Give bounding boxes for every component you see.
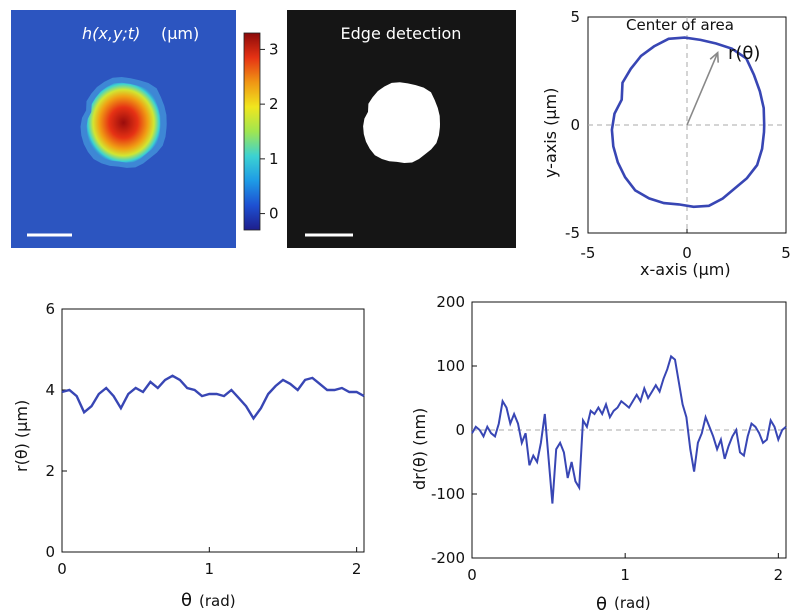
dr-theta-x-tick-label: 0 <box>467 566 477 584</box>
dr-theta-x-tick-label: 2 <box>774 566 784 584</box>
contour-y-axis-label: y-axis (µm) <box>541 88 560 178</box>
r-theta-line <box>61 374 365 421</box>
r-theta-x-tick-label: 1 <box>205 560 215 578</box>
edge-detection-mask <box>363 82 440 163</box>
dr-theta-y-tick-label: 200 <box>436 293 465 311</box>
dr-theta-x-symbol: θ <box>596 594 607 613</box>
contour-plot: -5 0 5 -5 0 5 Center of area r(θ) x-axis (µm)… <box>541 8 791 279</box>
dr-theta-y-tick-label: 0 <box>455 421 465 439</box>
r-theta-x-unit: (rad) <box>199 592 236 610</box>
contour-y-tick-label: 5 <box>570 8 580 26</box>
r-theta-y-tick-label: 0 <box>45 543 55 561</box>
colorbar: 0 1 2 3 <box>243 32 279 231</box>
dr-theta-x-unit: (rad) <box>614 594 651 612</box>
r-theta-y-tick-label: 6 <box>45 300 55 318</box>
r-theta-plot: 0 1 2 0 2 4 6 θ (rad) r(θ) (µm) <box>12 300 365 611</box>
height-map-title: h(x,y;t) <box>82 24 140 43</box>
edge-detection-panel: Edge detection <box>287 10 516 248</box>
r-theta-x-tick-label: 0 <box>57 560 67 578</box>
radius-arrow <box>686 52 719 126</box>
dr-theta-x-tick-label: 1 <box>620 566 630 584</box>
height-map-panel: h(x,y;t) (µm) <box>11 10 236 248</box>
r-theta-x-tick-label: 2 <box>352 560 362 578</box>
dr-theta-y-axis-label: dr(θ) (nm) <box>410 408 429 490</box>
contour-x-tick-label: 5 <box>781 244 791 262</box>
contour-x-tick-label: -5 <box>581 244 596 262</box>
colorbar-tick-label: 3 <box>269 40 279 58</box>
r-theta-y-tick-label: 2 <box>45 462 55 480</box>
colorbar-tick-label: 2 <box>269 95 279 113</box>
contour-boundary-line <box>610 36 766 209</box>
center-of-area-label: Center of area <box>626 16 734 34</box>
contour-x-tick-label: 0 <box>682 244 692 262</box>
dr-theta-plot: 0 1 2 -200 -100 0 100 200 θ (rad) dr(θ) (nm) <box>410 293 787 613</box>
colorbar-tick-label: 1 <box>269 150 279 168</box>
dr-theta-y-tick-label: -100 <box>431 485 465 503</box>
radius-label: r(θ) <box>728 43 760 64</box>
dr-theta-line <box>471 354 787 504</box>
r-theta-y-tick-label: 4 <box>45 381 55 399</box>
contour-y-tick-label: 0 <box>570 116 580 134</box>
dr-theta-y-tick-label: -200 <box>431 549 465 567</box>
edge-detection-title: Edge detection <box>341 24 462 43</box>
colorbar-gradient <box>243 32 261 231</box>
r-theta-x-symbol: θ <box>181 590 192 611</box>
radius-arrowhead <box>709 50 719 63</box>
contour-y-tick-label: -5 <box>565 224 580 242</box>
dr-theta-y-tick-label: 100 <box>436 357 465 375</box>
contour-x-axis-label: x-axis (µm) <box>640 260 731 279</box>
colorbar-tick-label: 0 <box>269 205 279 223</box>
height-map-blob <box>86 82 161 163</box>
height-map-title-unit: (µm) <box>161 24 199 43</box>
r-theta-frame <box>61 308 365 553</box>
r-theta-y-axis-label: r(θ) (µm) <box>12 400 31 472</box>
